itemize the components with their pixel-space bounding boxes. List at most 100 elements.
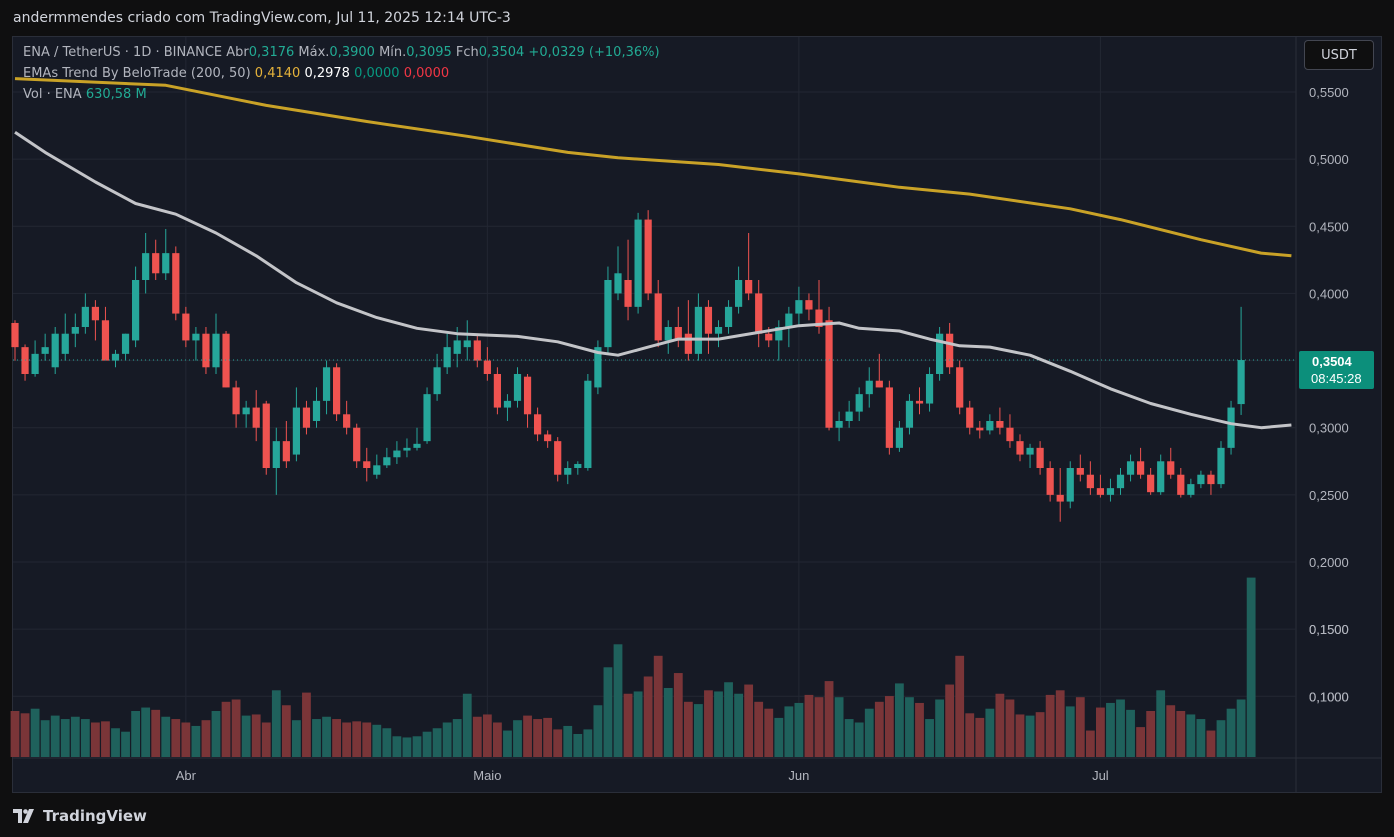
candle-body <box>182 313 190 341</box>
time-tick-label: Maio <box>473 768 501 783</box>
candle-body <box>1217 447 1225 485</box>
volume-bar <box>121 731 130 757</box>
volume-bar <box>482 714 492 757</box>
volume-bar <box>764 708 774 757</box>
volume-bar <box>623 693 633 757</box>
time-axis[interactable]: Abr Maio Jun Jul <box>176 768 1109 783</box>
candle-body <box>825 320 833 428</box>
volume-bar <box>1246 577 1256 757</box>
candle-body <box>554 441 562 475</box>
candle-body <box>363 461 371 468</box>
volume-bar <box>30 708 40 757</box>
candle-body <box>483 360 491 374</box>
volume-bar <box>50 715 60 757</box>
volume-bar <box>402 737 412 757</box>
volume-bar <box>271 690 281 757</box>
candle-body <box>71 327 79 334</box>
candle-body <box>765 333 773 341</box>
volume-bar <box>884 696 894 757</box>
volume-bar <box>181 722 191 757</box>
legend-signal-down-value: 0,0000 <box>403 66 450 81</box>
volume-bar <box>362 722 372 757</box>
ema-lines <box>14 77 1292 430</box>
candle-body <box>936 333 944 374</box>
price-axis[interactable]: 0,55000,50000,45000,40000,35000,30000,25… <box>1309 85 1349 704</box>
volume-bar <box>1176 711 1186 757</box>
candle-body <box>101 320 110 361</box>
candle-body <box>584 380 592 468</box>
volume-bar <box>352 721 362 757</box>
candle-body <box>724 306 733 327</box>
volume-bar <box>784 706 794 757</box>
tradingview-logo-icon <box>13 809 34 823</box>
volume-bar <box>563 725 573 757</box>
volume-tick-label: 0,1500 <box>1309 622 1349 637</box>
candle-body <box>493 374 501 408</box>
price-tag-countdown: 08:45:28 <box>1311 371 1362 386</box>
volume-tick-label: 0,1000 <box>1309 689 1349 704</box>
candle-body <box>1086 474 1094 489</box>
volume-bar <box>593 705 603 757</box>
time-tick-label: Abr <box>176 768 197 783</box>
price-tick-label: 0,5500 <box>1309 85 1349 100</box>
candle-body <box>986 421 994 431</box>
candle-body <box>51 333 59 368</box>
candle-body <box>1157 461 1165 493</box>
price-tick-label: 0,4500 <box>1309 219 1349 234</box>
volume-bar <box>101 721 110 757</box>
grid-lines <box>13 37 1381 792</box>
candle-body <box>946 333 954 368</box>
time-tick-label: Jun <box>788 768 809 783</box>
candle-body <box>202 333 210 368</box>
candle-body <box>1036 447 1044 468</box>
price-tick-label: 0,4000 <box>1309 286 1349 301</box>
candle-body <box>1056 494 1064 502</box>
volume-bar <box>241 715 251 757</box>
volume-bar <box>834 697 844 757</box>
volume-bar <box>925 719 934 757</box>
candle-body <box>674 327 682 341</box>
candle-body <box>1227 407 1235 448</box>
candle-body <box>423 394 431 442</box>
volume-bar <box>372 724 382 757</box>
candle-body <box>81 306 89 327</box>
legend-ema-line[interactable]: EMAs Trend By BeloTrade (200, 50) 0,4140… <box>23 66 449 81</box>
volume-bar <box>895 683 904 757</box>
volume-bar <box>332 719 341 757</box>
legend-symbol-line[interactable]: ENA / TetherUS · 1D · BINANCE Abr0,3176 … <box>23 45 660 60</box>
ema200-line <box>14 77 1292 258</box>
volume-bar <box>40 720 50 757</box>
volume-bar <box>191 725 201 757</box>
volume-bar <box>864 708 874 757</box>
price-tag-value: 0,3504 <box>1312 354 1353 369</box>
candle-body <box>282 441 290 462</box>
volume-bar <box>683 701 693 757</box>
candle-body <box>956 367 964 408</box>
volume-bar <box>653 655 663 757</box>
candle-body <box>152 253 160 274</box>
candle-body <box>393 450 401 458</box>
legend-ema200-value: 0,4140 <box>254 66 301 81</box>
volume-bar <box>60 719 70 757</box>
candle-body <box>503 400 512 408</box>
volume-bar <box>292 720 301 757</box>
volume-bar <box>814 697 824 757</box>
time-tick-label: Jul <box>1092 768 1109 783</box>
tradingview-logo[interactable]: TradingView <box>13 807 147 825</box>
volume-bar <box>141 707 151 757</box>
candle-body <box>1006 427 1014 442</box>
candle-body <box>594 347 602 388</box>
candle-body <box>544 434 552 442</box>
volume-bar <box>382 728 392 757</box>
legend-change: +0,0329 (+10,36%) <box>528 45 660 60</box>
currency-button[interactable]: USDT <box>1304 40 1374 70</box>
volume-bar <box>151 709 161 757</box>
price-chart[interactable]: 0,55000,50000,45000,40000,35000,30000,25… <box>0 0 1394 797</box>
volume-bar <box>1015 714 1025 757</box>
volume-bar <box>573 734 583 757</box>
legend-volume-line[interactable]: Vol · ENA 630,58 M <box>23 87 147 102</box>
volume-bar <box>1116 699 1125 757</box>
candle-body <box>1066 468 1074 502</box>
volume-bar <box>1106 702 1115 757</box>
candle-body <box>302 407 311 428</box>
